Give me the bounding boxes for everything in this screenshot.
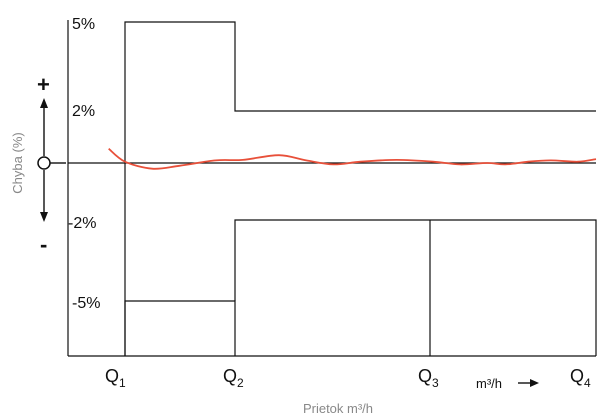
y-tick-5: 5% <box>72 16 95 33</box>
x-unit-arrow-icon <box>530 379 539 387</box>
y-axis-title: Chyba (%) <box>10 132 25 193</box>
y-tick-minus-5: -5% <box>72 295 100 312</box>
x-axis-title: Prietok m³/h <box>303 401 373 416</box>
lower-error-limit-q2-q4 <box>234 219 597 356</box>
x-tick-q3: Q3 <box>418 366 439 390</box>
y-tick-2: 2% <box>72 103 95 120</box>
x-tick-q2: Q2 <box>223 366 244 390</box>
x-tick-q4: Q4 <box>570 366 591 390</box>
down-arrow-head-icon <box>40 212 48 222</box>
zero-origin-marker <box>37 156 51 170</box>
x-unit-label: m³/h <box>476 376 502 391</box>
upper-error-limit <box>124 21 596 356</box>
plus-sign: + <box>37 72 50 97</box>
lower-error-limit-q1-q2 <box>124 300 236 356</box>
up-arrow-head-icon <box>40 98 48 108</box>
error-curve-series <box>108 148 597 170</box>
minus-sign: - <box>40 232 47 257</box>
x-tick-q1: Q1 <box>105 366 126 390</box>
y-tick-minus-2: -2% <box>68 215 96 232</box>
